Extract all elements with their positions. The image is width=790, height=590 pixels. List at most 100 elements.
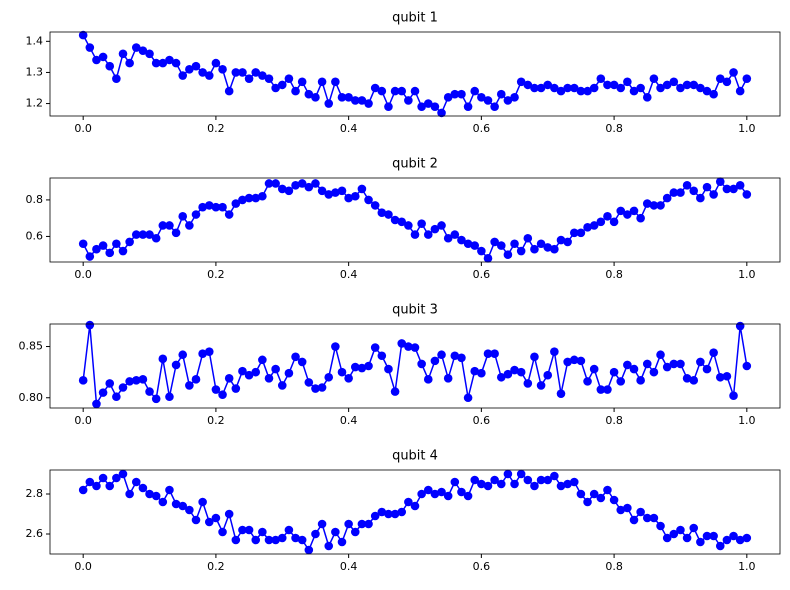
marker [556,235,566,245]
marker [251,367,261,377]
marker [264,74,274,83]
marker [78,30,88,40]
marker [629,86,639,96]
x-tick-label: 0.2 [207,560,225,573]
marker [185,381,194,390]
marker [729,531,738,541]
marker [629,515,639,525]
marker [191,515,201,525]
marker [496,241,506,250]
marker [404,96,413,105]
marker [523,379,533,388]
marker [337,537,347,547]
marker [722,184,732,194]
marker [78,239,88,249]
marker [145,489,154,499]
marker [423,99,433,108]
marker [224,210,234,219]
marker [185,221,194,230]
x-tick-label: 0.4 [340,268,358,281]
marker [397,339,407,348]
marker [583,86,592,96]
marker [251,68,261,77]
axes-frame [49,323,781,409]
marker [649,367,659,377]
marker [404,497,413,507]
marker [390,387,400,396]
marker [437,350,446,360]
x-tick-label: 0.0 [74,560,92,573]
marker [198,497,207,507]
subplot-title: qubit 4 [392,449,438,464]
marker [689,80,699,90]
marker [151,233,161,243]
marker [470,366,480,376]
marker [729,391,738,401]
y-tick-label: 0.8 [26,193,44,206]
marker [450,477,460,487]
marker [477,368,486,378]
marker [457,487,466,497]
marker [331,527,340,537]
marker [576,356,586,366]
marker [204,71,214,80]
marker [165,392,174,402]
marker [503,250,513,259]
x-tick-label: 0.8 [605,122,623,135]
axes-frame [49,469,781,555]
marker [536,83,546,93]
marker [304,89,314,99]
marker [344,193,353,203]
marker [357,519,367,529]
marker [251,535,261,545]
marker [277,184,287,194]
marker [616,377,626,386]
x-tick-label: 0.6 [473,268,491,281]
marker [258,355,267,365]
marker [636,507,645,517]
marker [576,228,586,238]
marker [603,485,612,495]
marker [271,179,280,188]
marker [477,93,486,102]
marker [357,184,367,194]
marker [324,99,334,108]
marker [510,239,519,249]
marker [377,507,387,517]
marker [238,525,247,535]
marker [238,68,247,77]
x-tick-label: 0.4 [340,414,358,427]
marker [131,376,141,385]
marker [656,83,665,93]
marker [735,181,745,190]
marker [244,74,254,83]
marker [350,362,360,372]
marker [277,381,287,390]
marker [729,184,738,194]
marker [78,376,88,385]
marker [530,83,539,93]
marker [258,71,267,80]
x-tick-label: 0.6 [473,122,491,135]
axes-frame [49,177,781,263]
marker [490,237,499,247]
marker [669,188,679,197]
subplot-title: qubit 2 [392,157,438,172]
marker [284,368,294,378]
marker [443,491,453,501]
marker [642,359,652,369]
y-tick-label: 1.4 [26,34,44,47]
marker [118,383,128,392]
marker [231,68,241,77]
marker [483,349,493,359]
marker [543,370,553,380]
marker [357,96,367,105]
marker [291,86,300,96]
marker [709,89,718,99]
marker [271,364,280,374]
marker [550,83,559,93]
marker [463,102,473,111]
marker [231,384,241,393]
marker [297,179,307,188]
marker [642,93,652,102]
